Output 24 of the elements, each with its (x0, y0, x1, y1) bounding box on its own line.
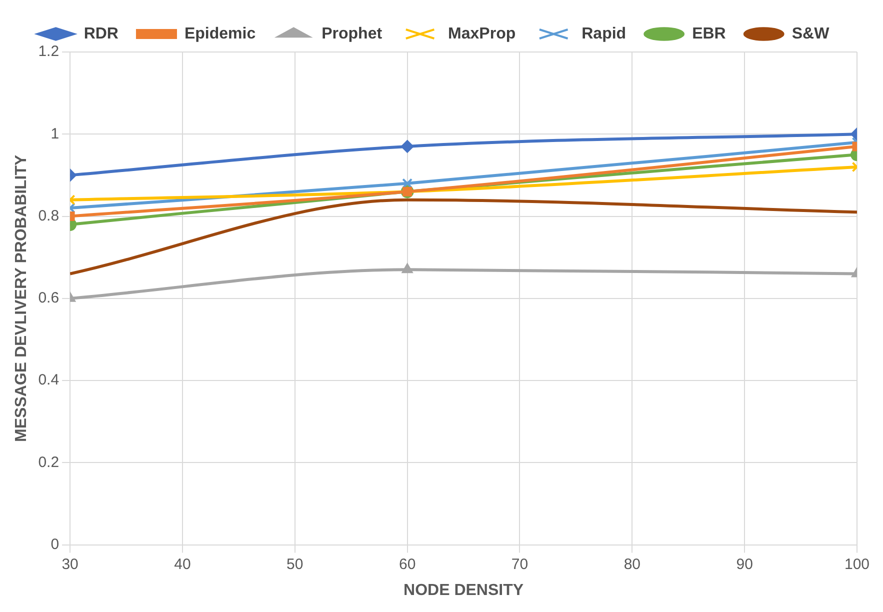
x-axis-title: NODE DENSITY (404, 582, 524, 599)
y-tick-label: 0.2 (38, 454, 60, 471)
x-tick-label: 90 (736, 556, 753, 573)
legend-label: EBR (692, 25, 726, 42)
x-tick-label: 50 (286, 556, 304, 573)
x-tick-label: 60 (398, 556, 416, 573)
y-tick-label: 1 (50, 125, 60, 142)
y-tick-label: 0.8 (38, 207, 60, 224)
x-tick-label: 40 (174, 556, 191, 573)
x-tick-label: 70 (511, 556, 528, 573)
legend-label: Epidemic (184, 25, 256, 42)
x-tick-label: 100 (844, 556, 870, 573)
legend-label: Prophet (322, 25, 383, 42)
legend-label: Rapid (582, 25, 626, 42)
y-tick-label: 0.4 (38, 372, 60, 389)
y-tick-label: 0.6 (38, 290, 60, 307)
x-tick-label: 80 (624, 556, 640, 573)
legend-label: RDR (84, 25, 119, 42)
legend-label: MaxProp (448, 25, 516, 42)
y-tick-label: 1.2 (38, 43, 60, 60)
x-tick-label: 30 (62, 556, 78, 573)
y-tick-label: 0 (50, 536, 60, 553)
y-axis-title: MESSAGE DEVLIVERY PROBABILITY (13, 154, 30, 442)
legend-label: S&W (792, 25, 830, 42)
